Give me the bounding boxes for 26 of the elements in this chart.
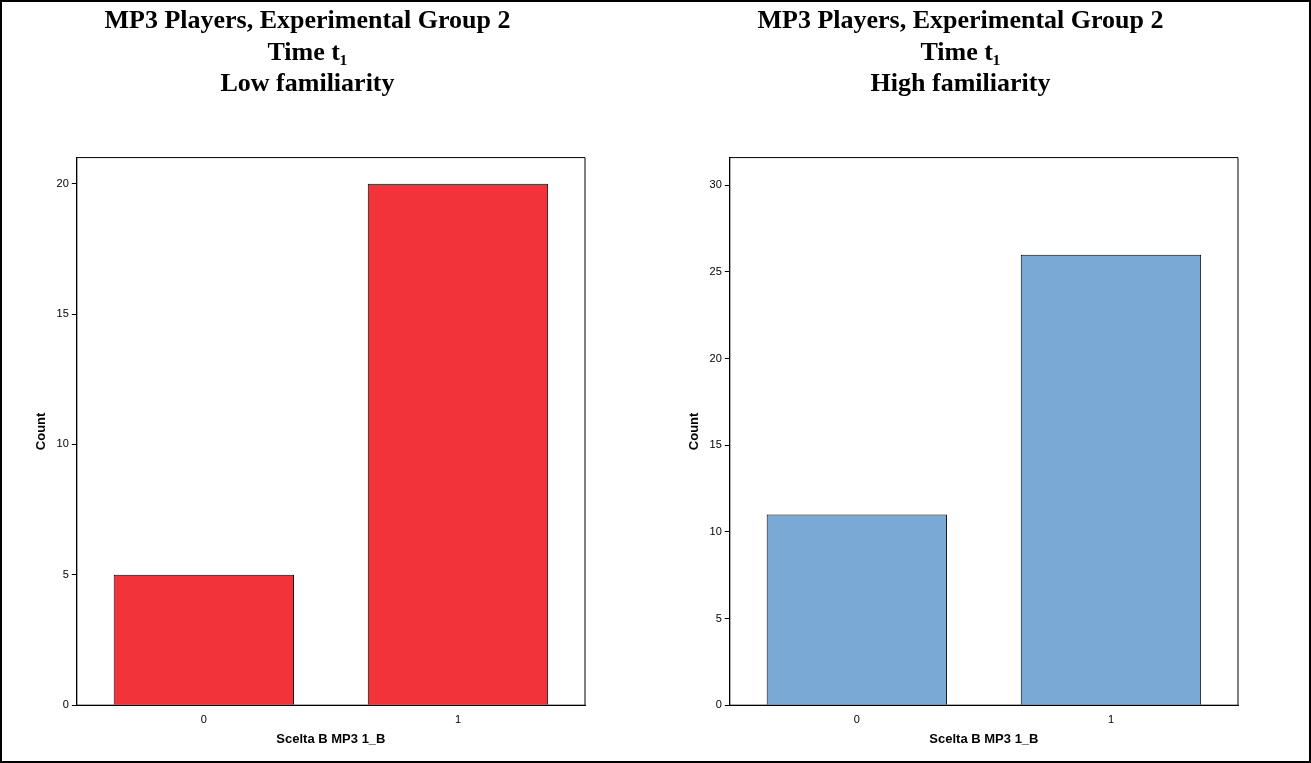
y-tick-label: 25 bbox=[709, 265, 722, 277]
text: Time t₁ bbox=[920, 36, 1001, 66]
y-tick-label: 20 bbox=[709, 351, 722, 364]
y-tick-label: 15 bbox=[56, 307, 69, 320]
x-axis-title: Scelta B MP3 1_B bbox=[276, 730, 386, 746]
y-tick-label: 5 bbox=[715, 611, 722, 624]
y-tick-label: 10 bbox=[56, 437, 69, 450]
y-tick-label: 0 bbox=[62, 698, 69, 711]
text: MP3 Players, Experimental Group 2 bbox=[757, 5, 1164, 35]
y-tick-label: 5 bbox=[62, 567, 69, 580]
text: MP3 Players, Experimental Group 2 bbox=[104, 5, 511, 35]
y-tick-label: 15 bbox=[709, 438, 722, 451]
text: Low familiarity bbox=[220, 67, 395, 97]
x-axis-title: Scelta B MP3 1_B bbox=[929, 730, 1039, 746]
y-tick-label: 10 bbox=[709, 524, 722, 537]
y-tick-label: 20 bbox=[56, 176, 69, 189]
text: Time t₁ bbox=[267, 36, 348, 66]
x-tick-label: 1 bbox=[454, 712, 462, 725]
x-tick-label: 0 bbox=[853, 712, 860, 725]
y-tick-label: 30 bbox=[709, 178, 722, 191]
text: High familiarity bbox=[870, 67, 1051, 97]
y-tick-label: 0 bbox=[715, 698, 722, 711]
y-axis-title: Count bbox=[686, 411, 702, 451]
x-tick-label: 0 bbox=[200, 712, 207, 725]
y-axis-title: Count bbox=[33, 411, 49, 451]
x-tick-label: 1 bbox=[1107, 712, 1115, 725]
